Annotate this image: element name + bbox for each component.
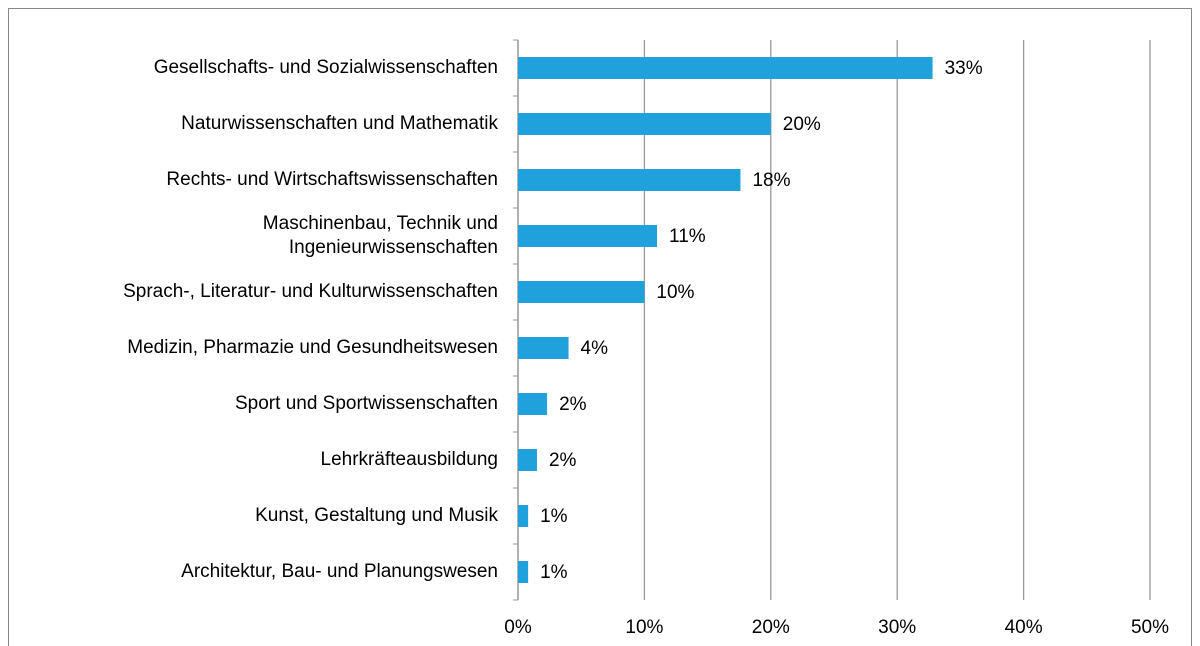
bar bbox=[518, 561, 529, 583]
value-label: 2% bbox=[549, 450, 577, 471]
y-tick-label: Maschinenbau, Technik und Ingenieurwisse… bbox=[262, 213, 498, 258]
value-label: 20% bbox=[783, 114, 821, 135]
bar bbox=[518, 393, 548, 415]
value-label: 33% bbox=[945, 58, 983, 79]
bar bbox=[518, 337, 569, 359]
x-tick-label: 20% bbox=[752, 617, 790, 638]
y-tick-label: Kunst, Gestaltung und Musik bbox=[255, 505, 498, 526]
bar bbox=[518, 449, 537, 471]
x-tick-label: 30% bbox=[878, 617, 916, 638]
y-tick-label: Lehrkräfteausbildung bbox=[320, 449, 498, 470]
y-tick-label: Sprach-, Literatur- und Kulturwissenscha… bbox=[123, 281, 498, 302]
value-label: 1% bbox=[540, 562, 568, 583]
y-tick-label: Medizin, Pharmazie und Gesundheitswesen bbox=[127, 337, 498, 358]
frame bbox=[8, 8, 1192, 646]
bar bbox=[518, 281, 645, 303]
y-tick-label: Naturwissenschaften und Mathematik bbox=[181, 113, 498, 134]
y-tick-label: Sport und Sportwissenschaften bbox=[235, 393, 498, 414]
bar bbox=[518, 57, 933, 79]
value-label: 4% bbox=[581, 338, 609, 359]
bar bbox=[518, 505, 529, 527]
bar bbox=[518, 225, 658, 247]
value-label: 2% bbox=[559, 394, 587, 415]
y-tick-label: Rechts- und Wirtschaftswissenschaften bbox=[166, 169, 498, 190]
x-tick-label: 10% bbox=[625, 617, 663, 638]
value-label: 10% bbox=[656, 282, 694, 303]
value-label: 18% bbox=[752, 170, 790, 191]
bar bbox=[518, 169, 741, 191]
x-tick-label: 0% bbox=[504, 617, 532, 638]
value-label: 11% bbox=[669, 226, 706, 247]
x-tick-label: 40% bbox=[1005, 617, 1043, 638]
y-tick-label: Architektur, Bau- und Planungswesen bbox=[181, 561, 498, 582]
bar bbox=[518, 113, 771, 135]
value-label: 1% bbox=[540, 506, 568, 527]
y-tick-label: Gesellschafts- und Sozialwissenschaften bbox=[153, 57, 498, 78]
x-tick-label: 50% bbox=[1131, 617, 1169, 638]
